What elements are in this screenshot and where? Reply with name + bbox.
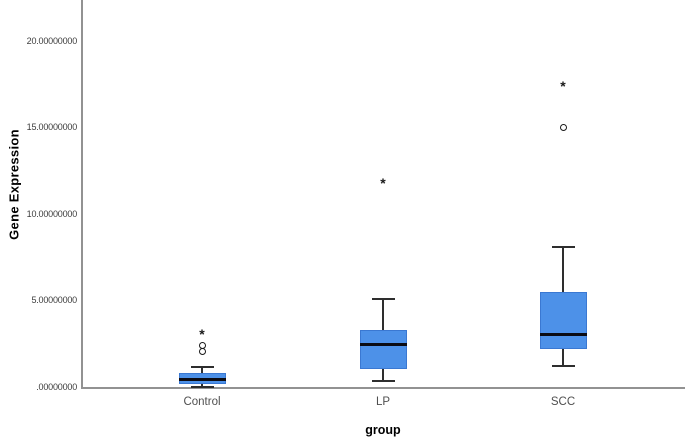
upper-whisker-cap (190, 366, 214, 369)
upper-whisker-line (562, 246, 564, 292)
median-line (359, 342, 407, 346)
lower-whisker-cap (551, 364, 575, 367)
x-category-label: Control (183, 396, 221, 408)
outlier-circle (559, 123, 567, 131)
y-axis-line (81, 0, 83, 389)
median-line (539, 333, 587, 337)
box-scc (539, 291, 587, 350)
lower-whisker-line (562, 349, 564, 366)
upper-whisker-cap (371, 298, 395, 301)
y-tick-label: 5.00000000 (31, 295, 77, 306)
outlier-asterisk: * (199, 325, 205, 342)
x-axis-title: group (365, 423, 401, 437)
box-lp (359, 329, 407, 370)
lower-whisker-line (201, 384, 203, 387)
upper-whisker-cap (551, 245, 575, 248)
upper-whisker-line (382, 299, 384, 330)
lower-whisker-cap (190, 385, 214, 388)
outlier-asterisk: * (560, 78, 566, 94)
y-tick-label: 10.00000000 (26, 208, 78, 219)
y-tick-label: .00000000 (36, 381, 77, 392)
median-line (178, 378, 226, 382)
x-category-label: SCC (550, 396, 576, 408)
outlier-circle (198, 347, 206, 355)
outlier-circle (198, 341, 206, 349)
x-axis-line (81, 387, 685, 389)
y-tick-label: 20.00000000 (26, 36, 78, 47)
x-category-label: LP (375, 396, 391, 408)
outlier-asterisk: * (380, 174, 386, 191)
upper-whisker-line (201, 367, 203, 374)
lower-whisker-line (382, 369, 384, 381)
y-tick-label: 15.00000000 (26, 122, 78, 133)
lower-whisker-cap (371, 379, 395, 382)
y-axis-title: Gene Expression (6, 129, 22, 240)
